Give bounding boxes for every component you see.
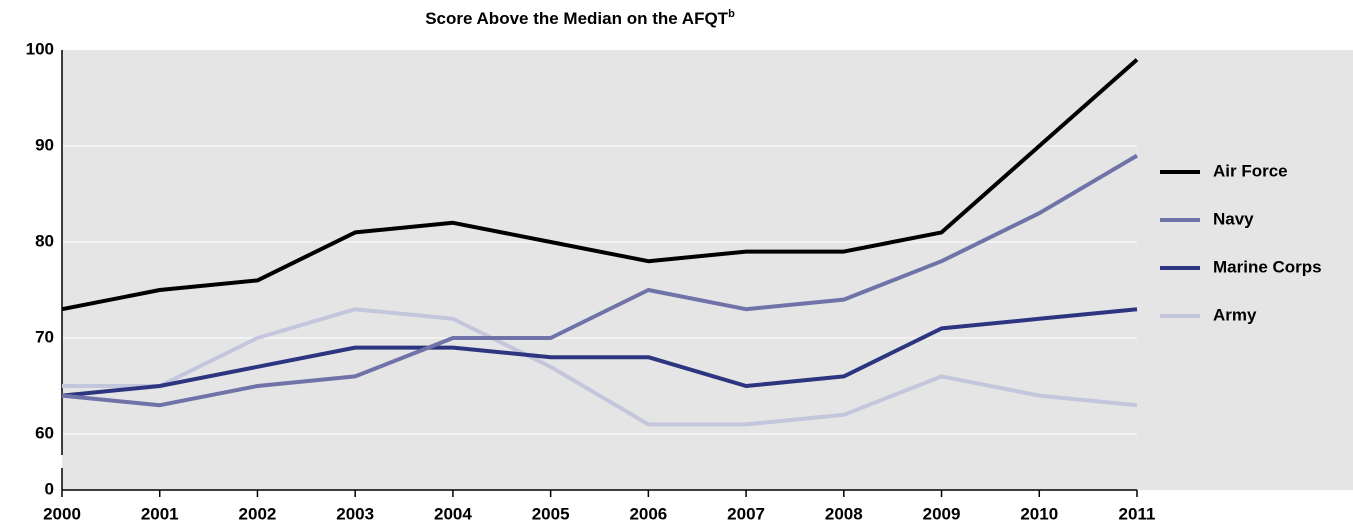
x-tick-label: 2005: [532, 504, 570, 523]
series-line: [61, 58, 1139, 312]
x-tick-label: 2006: [629, 504, 667, 523]
title-superscript: b: [728, 8, 735, 20]
x-tick-label: 2009: [923, 504, 961, 523]
series-line: [62, 307, 1138, 427]
x-tick-label: 2002: [239, 504, 277, 523]
x-tick-label: 2010: [1020, 504, 1058, 523]
legend-label: Army: [1213, 305, 1257, 324]
x-tick-label: 2007: [727, 504, 765, 523]
legend-label: Marine Corps: [1213, 257, 1322, 276]
y-tick-label: 70: [35, 327, 54, 346]
x-tick-label: 2008: [825, 504, 863, 523]
legend-label: Air Force: [1213, 161, 1288, 180]
x-tick-label: 2004: [434, 504, 472, 523]
x-tick-label: 2003: [336, 504, 374, 523]
y-tick-label: 100: [26, 39, 54, 58]
chart-title: Score Above the Median on the AFQTb: [425, 8, 735, 29]
series-line: [61, 307, 1138, 398]
title-text: Score Above the Median on the AFQT: [425, 9, 728, 28]
y-tick-label: 60: [35, 423, 54, 442]
legend-label: Navy: [1213, 209, 1254, 228]
y-tick-label: 90: [35, 135, 54, 154]
series-line: [61, 153, 1139, 408]
y-tick-label: 80: [35, 231, 54, 250]
y-tick-label: 0: [45, 479, 54, 498]
x-tick-label: 2000: [43, 504, 81, 523]
x-tick-label: 2001: [141, 504, 179, 523]
x-tick-label: 2011: [1119, 504, 1156, 523]
